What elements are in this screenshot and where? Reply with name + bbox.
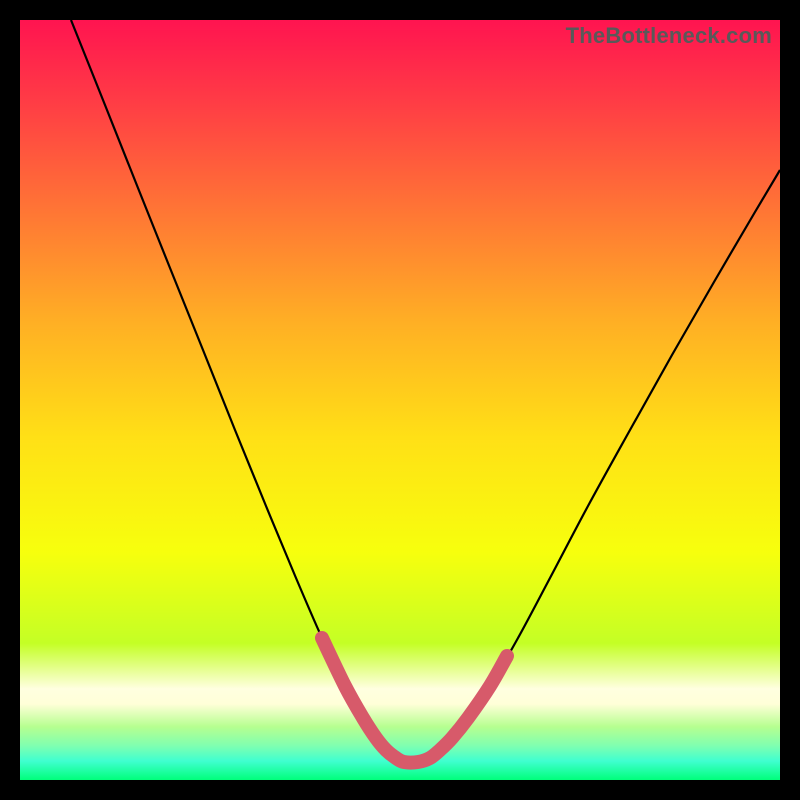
outer-frame: TheBottleneck.com [0,0,800,800]
main-v-curve [71,20,780,763]
curve-layer [20,20,780,780]
highlight-u-segment [322,638,507,763]
plot-area: TheBottleneck.com [20,20,780,780]
